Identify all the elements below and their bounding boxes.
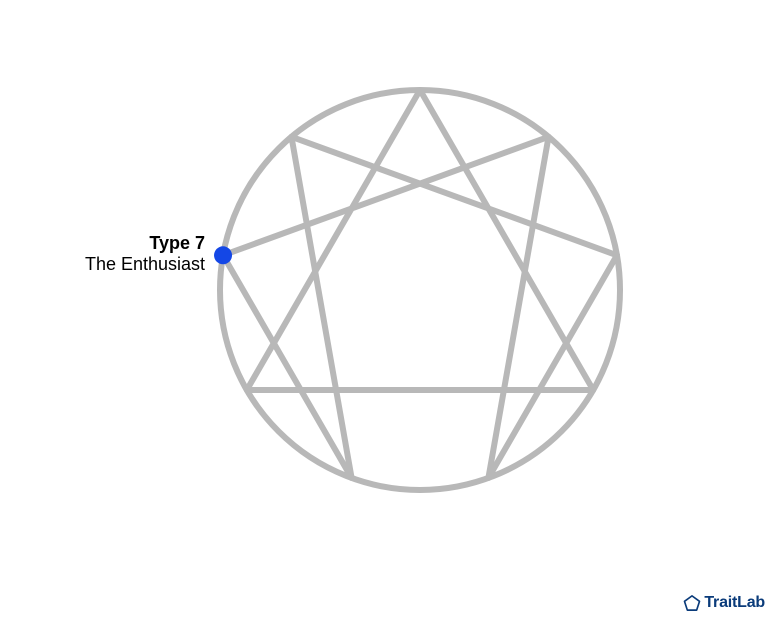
type-label-block: Type 7 The Enthusiast — [0, 233, 205, 274]
enneagram-diagram — [0, 0, 781, 626]
type-title: Type 7 — [0, 233, 205, 254]
type-subtitle: The Enthusiast — [0, 254, 205, 275]
highlight-dot — [214, 246, 232, 264]
enneagram-circle — [220, 90, 620, 490]
brand-logo: TraitLab — [683, 594, 765, 612]
pentagon-icon — [683, 594, 701, 612]
brand-text: TraitLab — [704, 594, 765, 612]
